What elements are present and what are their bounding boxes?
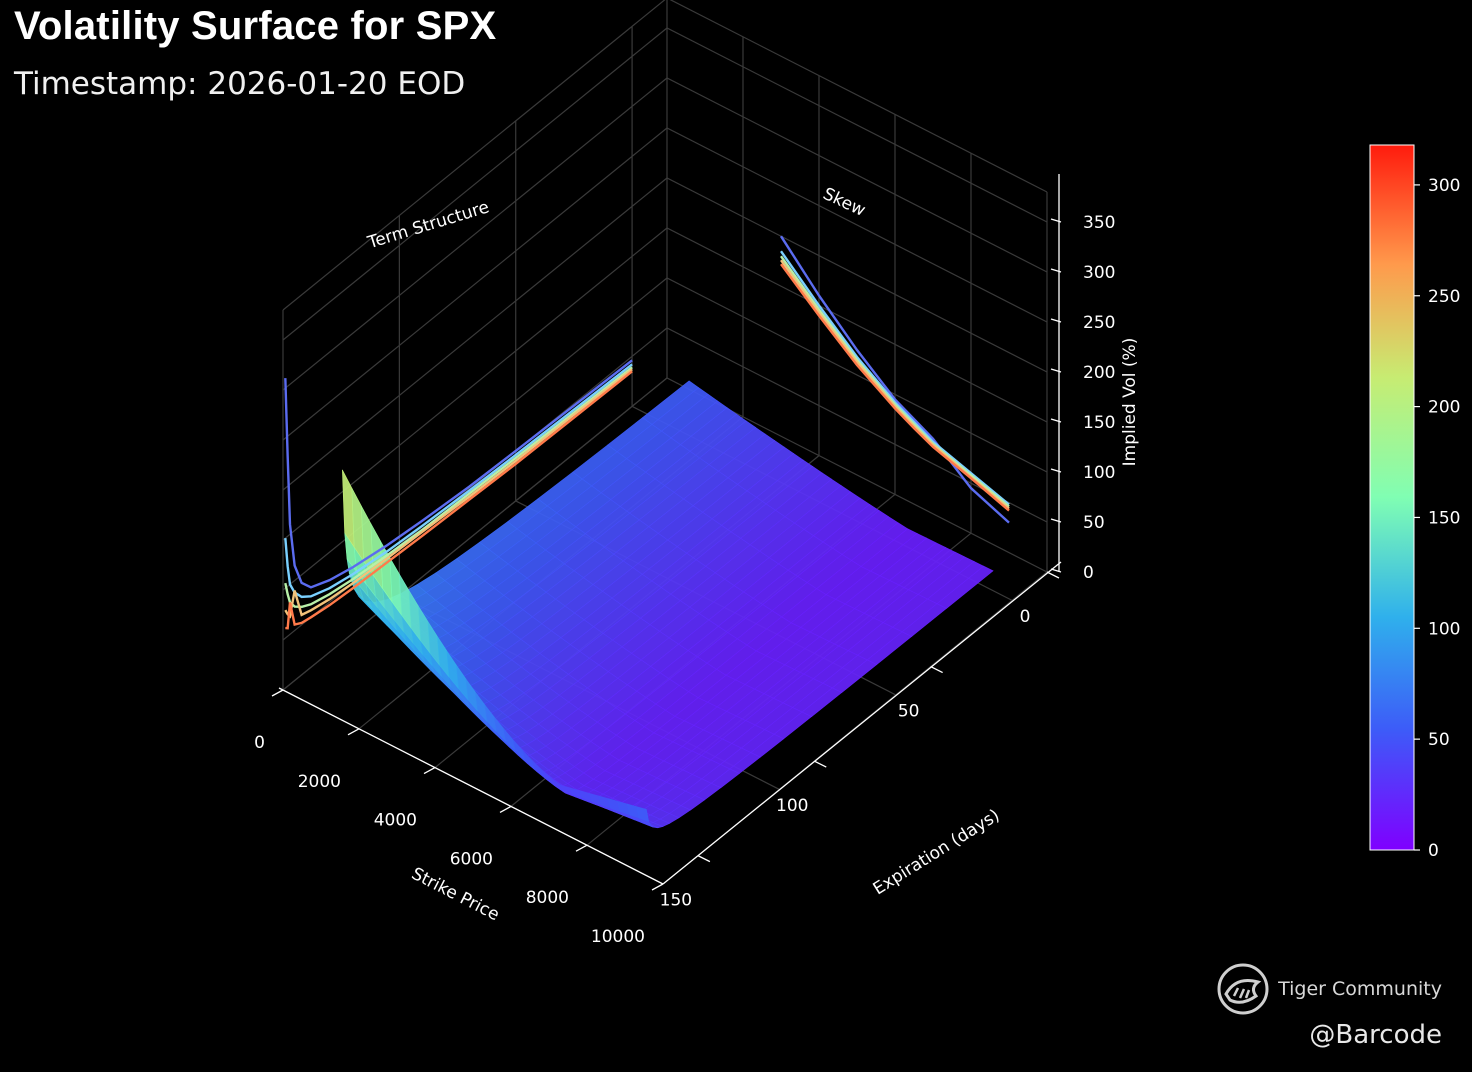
iv-axis-label: Implied Vol (%) (1120, 338, 1140, 467)
expiration-tick-label: 50 (898, 702, 920, 722)
expiration-tick (1046, 571, 1060, 579)
term-structure-line (284, 363, 633, 599)
iv-tick (1050, 318, 1062, 323)
iv-tick-label: 50 (1083, 513, 1105, 533)
colorbar-tick-label: 300 (1428, 176, 1460, 196)
skew-panel-label: Skew (820, 184, 869, 221)
skew-line (780, 263, 1010, 512)
strike-tick (575, 844, 588, 852)
tiger-logo-icon (1217, 963, 1269, 1015)
colorbar-tick-label: 200 (1428, 398, 1460, 418)
strike-tick-label: 0 (254, 733, 265, 753)
expiration-tick (930, 665, 943, 674)
iv-tick (1050, 518, 1062, 523)
skew-line (779, 235, 1010, 524)
term-structure-line (284, 359, 633, 589)
iv-tick-label: 100 (1083, 463, 1115, 483)
strike-tick (347, 728, 360, 736)
iv-tick-label: 300 (1083, 263, 1115, 283)
skew-line (780, 250, 1010, 506)
expiration-tick-label: 100 (776, 796, 808, 816)
term-structure-panel-label: Term Structure (365, 197, 492, 253)
expiration-tick-label: 150 (660, 891, 692, 911)
strike-tick (271, 689, 284, 697)
strike-tick-label: 4000 (374, 811, 417, 831)
expiration-tick (697, 855, 711, 863)
colorbar-tick-label: 50 (1428, 730, 1450, 750)
strike-tick (499, 805, 512, 813)
wall-gridline (282, 0, 1048, 311)
colorbar-tick-label: 100 (1428, 619, 1460, 639)
strike-tick-label: 8000 (526, 888, 569, 908)
expiration-axis-line (662, 561, 1062, 885)
iv-tick (1050, 468, 1062, 473)
colorbar-gradient (1369, 144, 1415, 851)
wall-gridline (282, 127, 1048, 441)
skew-line (780, 255, 1010, 508)
strike-tick-label: 6000 (450, 849, 493, 869)
strike-tick (651, 883, 664, 891)
colorbar-tick-label: 150 (1428, 508, 1460, 528)
watermark-brand-text: Tiger Community (1278, 978, 1442, 1000)
iv-tick (1050, 568, 1062, 573)
page-title: Volatility Surface for SPX (14, 4, 497, 48)
iv-tick-label: 350 (1083, 213, 1115, 233)
iv-tick (1050, 218, 1062, 223)
iv-tick (1050, 368, 1062, 373)
expiration-axis-label: Expiration (days) (870, 806, 1004, 900)
watermark-handle: @Barcode (1309, 1020, 1442, 1050)
iv-tick-label: 250 (1083, 313, 1115, 333)
colorbar-tick-label: 250 (1428, 287, 1460, 307)
iv-tick-label: 150 (1083, 413, 1115, 433)
strike-tick-label: 10000 (591, 927, 645, 947)
strike-tick-label: 2000 (298, 772, 341, 792)
colorbar-tick-label: 0 (1428, 841, 1439, 861)
strike-axis-line (278, 687, 664, 885)
surface-patch (636, 806, 650, 822)
floor-gridline (282, 377, 668, 691)
iv-tick (1050, 418, 1062, 423)
term-structure-line (284, 368, 633, 619)
colorbar: 0 50 100 150 200 250 300 (1369, 144, 1460, 861)
projection-lines (284, 235, 1010, 630)
expiration-tick (813, 760, 827, 768)
wall-gridline (282, 27, 1048, 341)
page-subtitle: Timestamp: 2026-01-20 EOD (14, 66, 466, 102)
term-structure-line (285, 370, 633, 630)
iv-surface (342, 380, 994, 829)
iv-tick-label: 200 (1083, 363, 1115, 383)
strike-tick (423, 767, 436, 775)
watermark-brand: Tiger Community (1216, 962, 1442, 1016)
iv-tick (1050, 268, 1062, 273)
iv-tick-label: 0 (1083, 563, 1094, 583)
strike-axis-label: Strike Price (408, 864, 502, 925)
expiration-tick-label: 0 (1020, 607, 1031, 627)
